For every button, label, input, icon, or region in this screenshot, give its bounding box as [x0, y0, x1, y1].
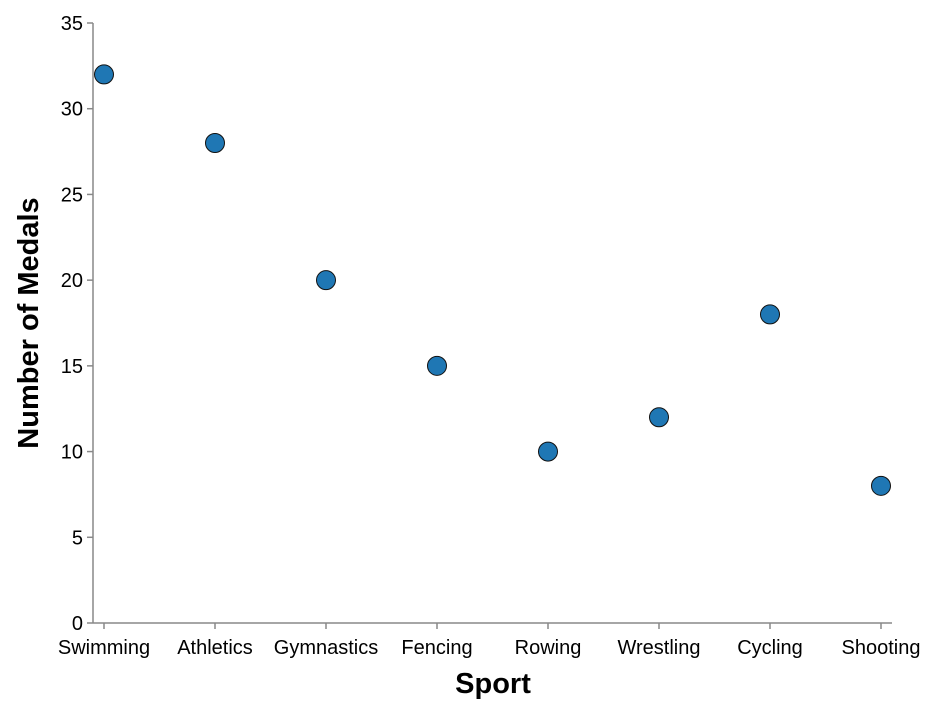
y-tick-label: 10	[61, 442, 83, 464]
y-tick-label: 25	[61, 184, 83, 206]
data-points	[94, 64, 891, 496]
y-axis: 0 5 10 15 20 25 30 35	[61, 13, 94, 635]
data-point-rowing[interactable]	[538, 441, 558, 462]
y-tick-label: 20	[61, 270, 83, 292]
y-axis-title: Number of Medals	[13, 197, 45, 448]
y-tick-label: 5	[72, 527, 83, 549]
data-point-athletics[interactable]	[205, 133, 225, 153]
x-tick-label: Fencing	[401, 637, 472, 659]
y-tick-label: 0	[72, 613, 83, 635]
x-axis: Swimming Athletics Gymnastics Fencing Rowing…	[58, 622, 921, 659]
data-point-gymnastics[interactable]	[316, 270, 336, 291]
data-point-cycling[interactable]	[760, 304, 780, 325]
data-point-fencing[interactable]	[427, 355, 447, 376]
data-point-wrestling[interactable]	[649, 407, 669, 428]
x-tick-label: Swimming	[58, 637, 150, 659]
x-tick-label: Shooting	[842, 637, 921, 659]
x-tick-label: Athletics	[177, 637, 253, 659]
x-tick-label: Cycling	[737, 637, 803, 659]
y-tick-label: 35	[61, 13, 83, 35]
y-tick-label: 30	[61, 99, 83, 121]
x-tick-label: Gymnastics	[274, 637, 378, 659]
x-tick-label: Wrestling	[618, 637, 701, 659]
x-tick-label: Rowing	[515, 637, 582, 659]
x-axis-title: Sport	[455, 668, 531, 700]
data-point-swimming[interactable]	[94, 64, 114, 85]
data-point-shooting[interactable]	[871, 475, 891, 496]
y-tick-label: 15	[61, 356, 83, 378]
